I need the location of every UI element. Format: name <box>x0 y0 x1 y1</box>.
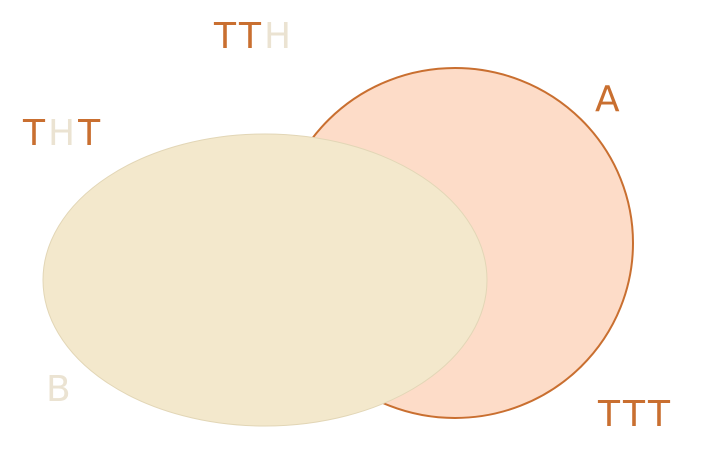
outcome-letter: T <box>648 394 673 435</box>
outcome-ttt: TTT <box>598 397 673 433</box>
outcome-letter: T <box>598 394 623 435</box>
set-a-label: A <box>595 79 623 120</box>
outcome-letter: T <box>239 16 264 57</box>
outcome-tth: TTH <box>214 19 294 55</box>
set-b-ellipse <box>43 134 487 426</box>
outcome-tht: THT <box>23 116 103 152</box>
set-b-label: B <box>46 369 74 410</box>
outcome-letter: T <box>214 16 239 57</box>
outcome-letter: T <box>23 113 48 154</box>
outcome-letter: T <box>623 394 648 435</box>
outcome-letter: H <box>264 16 295 57</box>
set-b-edge <box>42 133 488 427</box>
outcome-letter: T <box>78 113 104 154</box>
outcome-letter: H <box>48 113 79 154</box>
